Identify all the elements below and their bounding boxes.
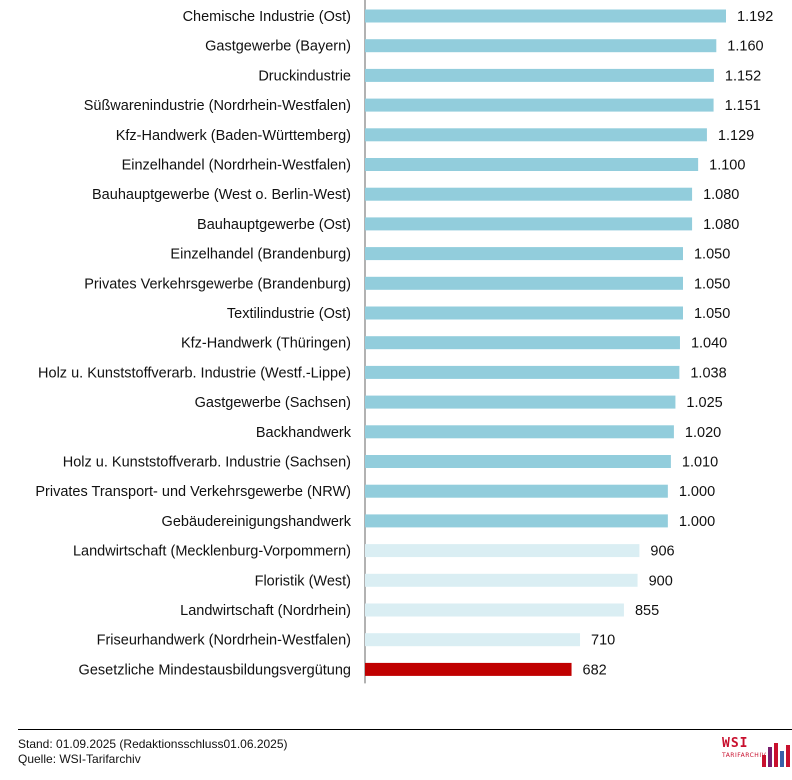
category-label: Gastgewerbe (Bayern) — [205, 39, 351, 55]
bar — [365, 158, 699, 171]
category-label: Privates Transport- und Verkehrsgewerbe … — [35, 484, 351, 500]
value-label: 1.050 — [694, 306, 730, 322]
category-label: Chemische Industrie (Ost) — [183, 9, 351, 25]
bar — [365, 544, 640, 558]
value-label: 710 — [591, 633, 615, 649]
category-label: Einzelhandel (Brandenburg) — [170, 247, 351, 263]
category-label: Holz u. Kunststoffverarb. Industrie (Wes… — [38, 365, 351, 381]
category-label: Bauhauptgewerbe (West o. Berlin-West) — [92, 187, 351, 203]
value-label: 1.050 — [694, 276, 730, 292]
category-label: Süßwarenindustrie (Nordrhein-Westfalen) — [84, 98, 351, 114]
value-label: 1.000 — [679, 484, 715, 500]
category-label: Holz u. Kunststoffverarb. Industrie (Sac… — [63, 455, 351, 471]
bar — [365, 39, 717, 53]
category-label: Kfz-Handwerk (Thüringen) — [181, 336, 351, 352]
bar-chart: Chemische Industrie (Ost) 1.192 Gastgewerb… — [35, 0, 773, 684]
bar — [365, 425, 674, 439]
value-label: 1.040 — [691, 336, 727, 352]
logo-name: WSI — [722, 736, 749, 751]
value-label: 682 — [583, 662, 607, 678]
bar — [365, 68, 714, 82]
value-label: 1.020 — [685, 425, 721, 441]
value-label: 1.080 — [703, 217, 739, 233]
bar — [365, 573, 638, 587]
value-label: 855 — [635, 603, 659, 619]
value-label: 1.160 — [727, 39, 763, 55]
category-label: Gebäudereinigungshandwerk — [162, 514, 352, 530]
bar — [365, 306, 683, 320]
category-label: Backhandwerk — [256, 425, 352, 441]
value-label: 900 — [649, 573, 673, 589]
value-label: 1.100 — [709, 158, 745, 174]
value-label: 1.000 — [679, 514, 715, 530]
bar — [365, 633, 581, 647]
bar — [365, 484, 668, 498]
bar — [365, 395, 676, 409]
category-label: Gastgewerbe (Sachsen) — [195, 395, 351, 411]
bar — [365, 187, 693, 201]
wsi-logo: WSI TARIFARCHIV — [716, 733, 792, 773]
value-label: 1.152 — [725, 68, 761, 84]
bar — [365, 365, 680, 379]
bar — [365, 662, 572, 676]
logo-subtitle: TARIFARCHIV — [722, 752, 767, 759]
value-label: 1.010 — [682, 455, 718, 471]
bar — [365, 128, 707, 142]
category-label: Textilindustrie (Ost) — [227, 306, 351, 322]
category-label: Druckindustrie — [258, 68, 351, 84]
category-label: Bauhauptgewerbe (Ost) — [197, 217, 351, 233]
category-label: Floristik (West) — [255, 573, 351, 589]
value-label: 1.129 — [718, 128, 754, 144]
category-label: Privates Verkehrsgewerbe (Brandenburg) — [84, 276, 351, 292]
bar — [365, 336, 680, 350]
bar — [365, 98, 714, 112]
bar — [365, 455, 671, 468]
value-label: 1.025 — [686, 395, 722, 411]
bar — [365, 514, 668, 528]
footer-divider — [18, 729, 792, 730]
value-label: 1.151 — [725, 98, 761, 114]
value-label: 906 — [650, 544, 674, 560]
category-label: Friseurhandwerk (Nordrhein-Westfalen) — [97, 633, 351, 649]
logo-bars-icon — [762, 743, 790, 767]
category-label: Landwirtschaft (Nordrhein) — [180, 603, 351, 619]
bar — [365, 217, 693, 231]
value-label: 1.192 — [737, 9, 773, 25]
value-label: 1.080 — [703, 187, 739, 203]
value-label: 1.038 — [690, 365, 726, 381]
bar — [365, 603, 624, 617]
category-label: Gesetzliche Mindestausbildungsvergütung — [79, 662, 351, 678]
footer-source: Quelle: WSI-Tarifarchiv — [18, 752, 141, 766]
category-label: Einzelhandel (Nordrhein-Westfalen) — [122, 158, 351, 174]
bar — [365, 247, 683, 261]
footer-stand: Stand: 01.09.2025 (Redaktionsschluss01.0… — [18, 737, 288, 751]
category-label: Kfz-Handwerk (Baden-Württemberg) — [116, 128, 351, 144]
bar — [365, 9, 726, 23]
value-label: 1.050 — [694, 247, 730, 263]
category-label: Landwirtschaft (Mecklenburg-Vorpommern) — [73, 544, 351, 560]
bar — [365, 276, 683, 290]
